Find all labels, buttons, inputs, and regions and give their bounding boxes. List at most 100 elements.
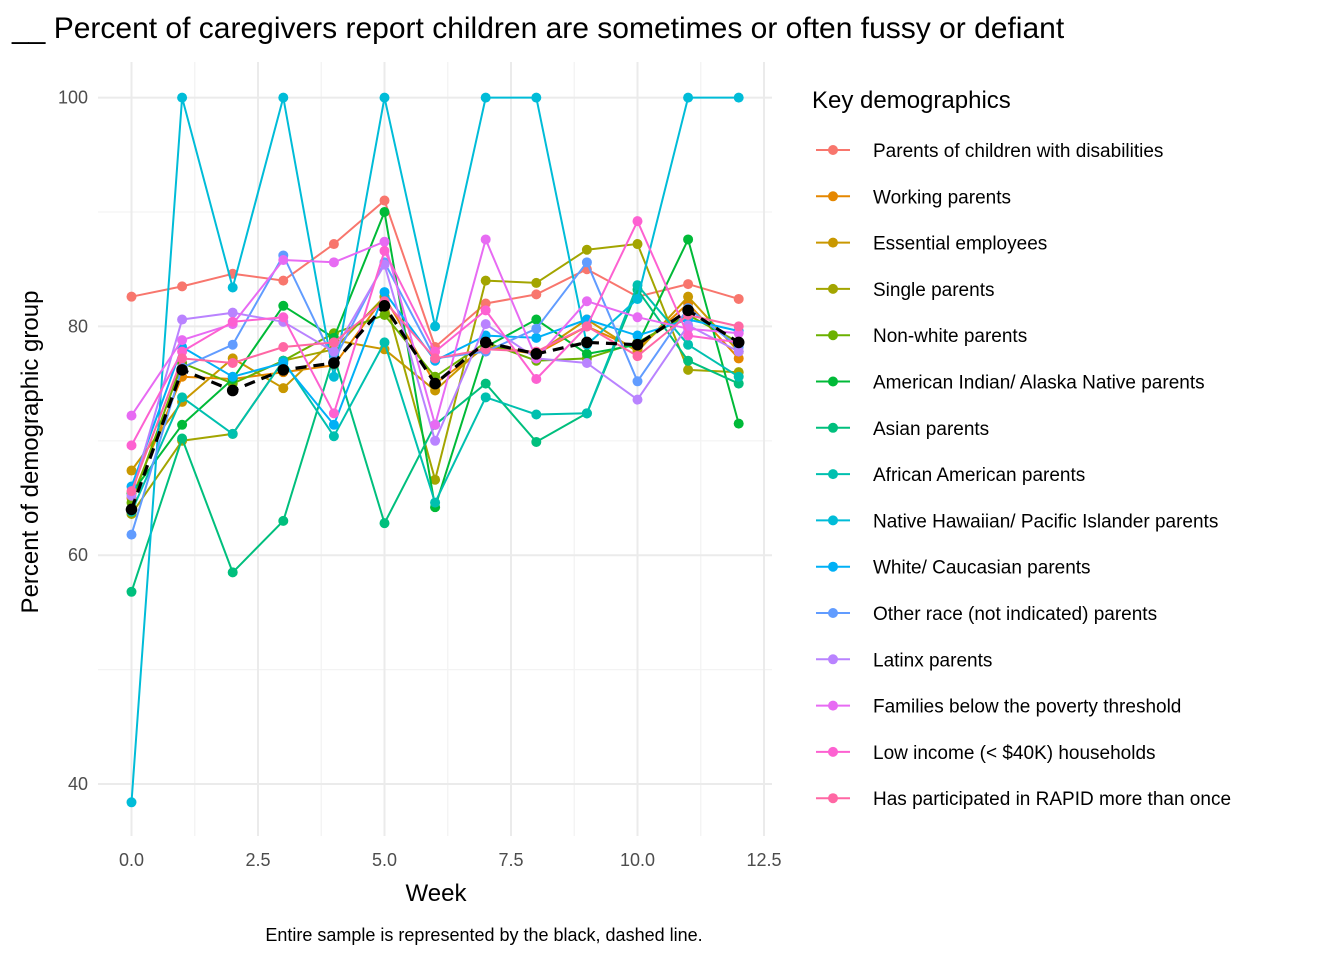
- series-1-point: [733, 353, 744, 364]
- series-7-point: [430, 497, 441, 508]
- series-9-point: [531, 332, 542, 343]
- series-13-point: [126, 440, 137, 451]
- legend-label: Other race (not indicated) parents: [873, 604, 1157, 625]
- legend-label: Has participated in RAPID more than once: [873, 789, 1231, 810]
- series-0-point: [733, 293, 744, 304]
- series-3-point: [581, 244, 592, 255]
- x-tick-label: 5.0: [372, 850, 397, 870]
- series-14-point: [278, 341, 289, 352]
- series-0-point: [531, 289, 542, 300]
- series-8-point: [733, 92, 744, 103]
- legend-key-point: [828, 654, 838, 665]
- series-5-point: [177, 419, 188, 430]
- series-12-point: [126, 410, 137, 421]
- y-tick-label: 80: [68, 316, 88, 336]
- series-overall-point: [378, 300, 391, 312]
- legend-label: Families below the poverty threshold: [873, 697, 1181, 718]
- series-13: [126, 216, 744, 451]
- x-axis-ticks: 0.0 2.5 5.0 7.5 10.0 12.5: [119, 850, 782, 870]
- series-0-point: [480, 298, 491, 309]
- legend-item: Non-white parents: [816, 326, 1027, 347]
- series-13-point: [177, 346, 188, 357]
- series-13-point: [480, 305, 491, 316]
- series-14-point: [430, 353, 441, 364]
- series-7-point: [683, 339, 694, 350]
- series-10-point: [531, 323, 542, 334]
- chart-caption: Entire sample is represented by the blac…: [265, 925, 702, 945]
- series-8: [126, 92, 744, 808]
- series-11-point: [581, 358, 592, 369]
- series-0-point: [683, 279, 694, 290]
- legend-key-point: [828, 700, 838, 711]
- legend-label: Native Hawaiian/ Pacific Islander parent…: [873, 511, 1218, 532]
- series-8-point: [177, 92, 188, 103]
- legend-key-point: [828, 793, 838, 804]
- series-3-point: [480, 275, 491, 286]
- series-6-point: [177, 433, 188, 444]
- series-14: [126, 296, 744, 497]
- series-13-point: [328, 408, 339, 419]
- series-8-point: [531, 92, 542, 103]
- legend-key-point: [828, 608, 838, 618]
- legend-label: American Indian/ Alaska Native parents: [873, 373, 1205, 394]
- series-0-point: [379, 195, 390, 206]
- y-axis-title: Percent of demographic group: [17, 291, 44, 614]
- legend-title: Key demographics: [812, 87, 1011, 114]
- legend-item: Single parents: [816, 280, 994, 301]
- series-overall-point: [732, 336, 745, 349]
- series-13-point: [278, 312, 289, 323]
- series-3-point: [683, 364, 694, 375]
- series-13-point: [683, 330, 694, 341]
- series-14-point: [632, 351, 643, 362]
- series-2-point: [126, 465, 137, 476]
- series-8-point: [328, 371, 339, 382]
- series-7-point: [480, 392, 491, 403]
- series-overall-point: [530, 348, 543, 360]
- series-11-point: [733, 346, 744, 357]
- series-overall-point: [226, 384, 239, 397]
- legend-label: Essential employees: [873, 234, 1047, 255]
- series-14-point: [328, 337, 339, 348]
- series-12-point: [278, 255, 289, 266]
- legend-key-point: [828, 561, 838, 572]
- series-8-point: [430, 321, 441, 332]
- series-12-point: [379, 236, 390, 247]
- series-8-point: [379, 92, 390, 103]
- legend-item: Families below the poverty threshold: [816, 697, 1181, 718]
- x-tick-label: 7.5: [498, 850, 523, 870]
- series-6-point: [379, 518, 390, 529]
- legend-item: American Indian/ Alaska Native parents: [816, 373, 1205, 394]
- series-14-point: [126, 486, 137, 497]
- legend-item: African American parents: [816, 465, 1085, 486]
- series-8-point: [227, 282, 238, 293]
- series-9-point: [632, 330, 643, 341]
- series-11-point: [177, 314, 188, 325]
- series-8-point: [480, 92, 491, 103]
- legend-item: Native Hawaiian/ Pacific Islander parent…: [816, 511, 1218, 532]
- series-5-point: [531, 314, 542, 325]
- series-7-point: [379, 337, 390, 348]
- series-5-point: [581, 348, 592, 359]
- series-7-point: [328, 431, 339, 442]
- series-9-point: [227, 371, 238, 382]
- legend-item: Latinx parents: [816, 650, 992, 671]
- y-axis-ticks: 40 60 80 100: [58, 88, 88, 794]
- series-overall: [125, 300, 745, 516]
- series-6-point: [227, 567, 238, 578]
- series-6-point: [126, 586, 137, 597]
- legend-item: Low income (< $40K) households: [816, 743, 1156, 764]
- series-overall-point: [631, 338, 644, 351]
- series-3-point: [632, 239, 643, 250]
- series-13-point: [632, 216, 643, 227]
- series-10-point: [126, 529, 137, 540]
- series-11-point: [480, 319, 491, 330]
- series-12-point: [177, 335, 188, 346]
- series-3-point: [430, 474, 441, 485]
- legend-key-point: [828, 515, 838, 526]
- series-14-point: [177, 353, 188, 364]
- legend-label: Working parents: [873, 187, 1011, 208]
- x-tick-label: 12.5: [746, 850, 781, 870]
- series-overall-point: [479, 336, 492, 349]
- series-6-point: [480, 378, 491, 389]
- series-12-point: [480, 234, 491, 245]
